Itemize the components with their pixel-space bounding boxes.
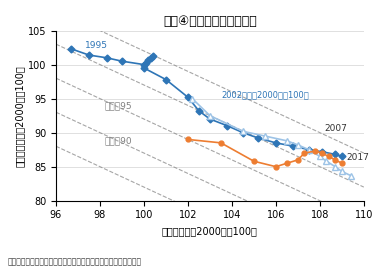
- Text: 2002賃金（2000年＝100）: 2002賃金（2000年＝100）: [221, 90, 308, 99]
- Text: （出所：総務省、内閣府より住友商事グローバルリサーチ作成）: （出所：総務省、内閣府より住友商事グローバルリサーチ作成）: [8, 257, 142, 266]
- Text: 賃金＝95: 賃金＝95: [104, 102, 132, 111]
- Title: 図表④　労働生産性と賃金: 図表④ 労働生産性と賃金: [163, 15, 257, 28]
- X-axis label: 労働生産性（2000年＝100）: 労働生産性（2000年＝100）: [162, 226, 258, 236]
- Text: 賃金＝90: 賃金＝90: [104, 136, 132, 145]
- Text: 2007: 2007: [324, 124, 347, 133]
- Text: 2017: 2017: [346, 153, 369, 162]
- Text: 1995: 1995: [85, 41, 107, 50]
- Y-axis label: 単位労働費用（2000年＝100）: 単位労働費用（2000年＝100）: [15, 65, 25, 167]
